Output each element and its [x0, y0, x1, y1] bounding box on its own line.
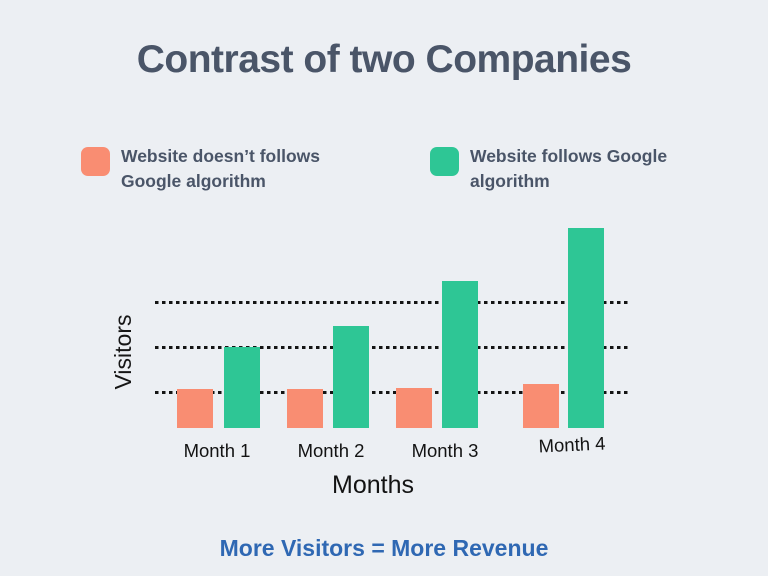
legend-swatch-orange — [81, 147, 110, 176]
bar-month-4-no-algorithm — [523, 384, 559, 428]
bar-month-1-no-algorithm — [177, 389, 213, 428]
x-axis-title: Months — [332, 471, 414, 499]
bar-month-2-no-algorithm — [287, 389, 323, 428]
legend-label-follows-algorithm: Website follows Google algorithm — [470, 144, 667, 193]
bar-month-4-follows-algorithm — [568, 228, 604, 428]
gridline — [155, 301, 631, 304]
legend-label-line: algorithm — [470, 170, 550, 191]
x-label-month-1: Month 1 — [183, 440, 251, 461]
x-label-month-2: Month 2 — [297, 440, 365, 461]
bar-month-2-follows-algorithm — [333, 326, 369, 428]
gridline — [155, 391, 631, 394]
legend-swatch-green — [430, 147, 459, 176]
x-label-month-4: Month 4 — [538, 432, 606, 457]
legend-label-line: Website follows Google — [470, 146, 668, 166]
legend-item-follows-algorithm: Website follows Google algorithm — [430, 144, 667, 193]
footer-tagline: More Visitors = More Revenue — [219, 535, 549, 561]
legend-label-line: Google algorithm — [121, 170, 266, 191]
page-title: Contrast of two Companies — [136, 38, 632, 81]
legend-item-no-algorithm: Website doesn’t follows Google algorithm — [81, 144, 320, 193]
x-label-month-3: Month 3 — [411, 440, 479, 461]
bar-month-3-follows-algorithm — [442, 281, 478, 428]
gridline — [155, 346, 631, 349]
bar-month-1-follows-algorithm — [224, 347, 260, 428]
legend-label-line: Website doesn’t follows — [121, 146, 321, 166]
legend-label-no-algorithm: Website doesn’t follows Google algorithm — [121, 144, 320, 193]
bar-month-3-no-algorithm — [396, 388, 432, 428]
y-axis-title: Visitors — [110, 314, 136, 390]
